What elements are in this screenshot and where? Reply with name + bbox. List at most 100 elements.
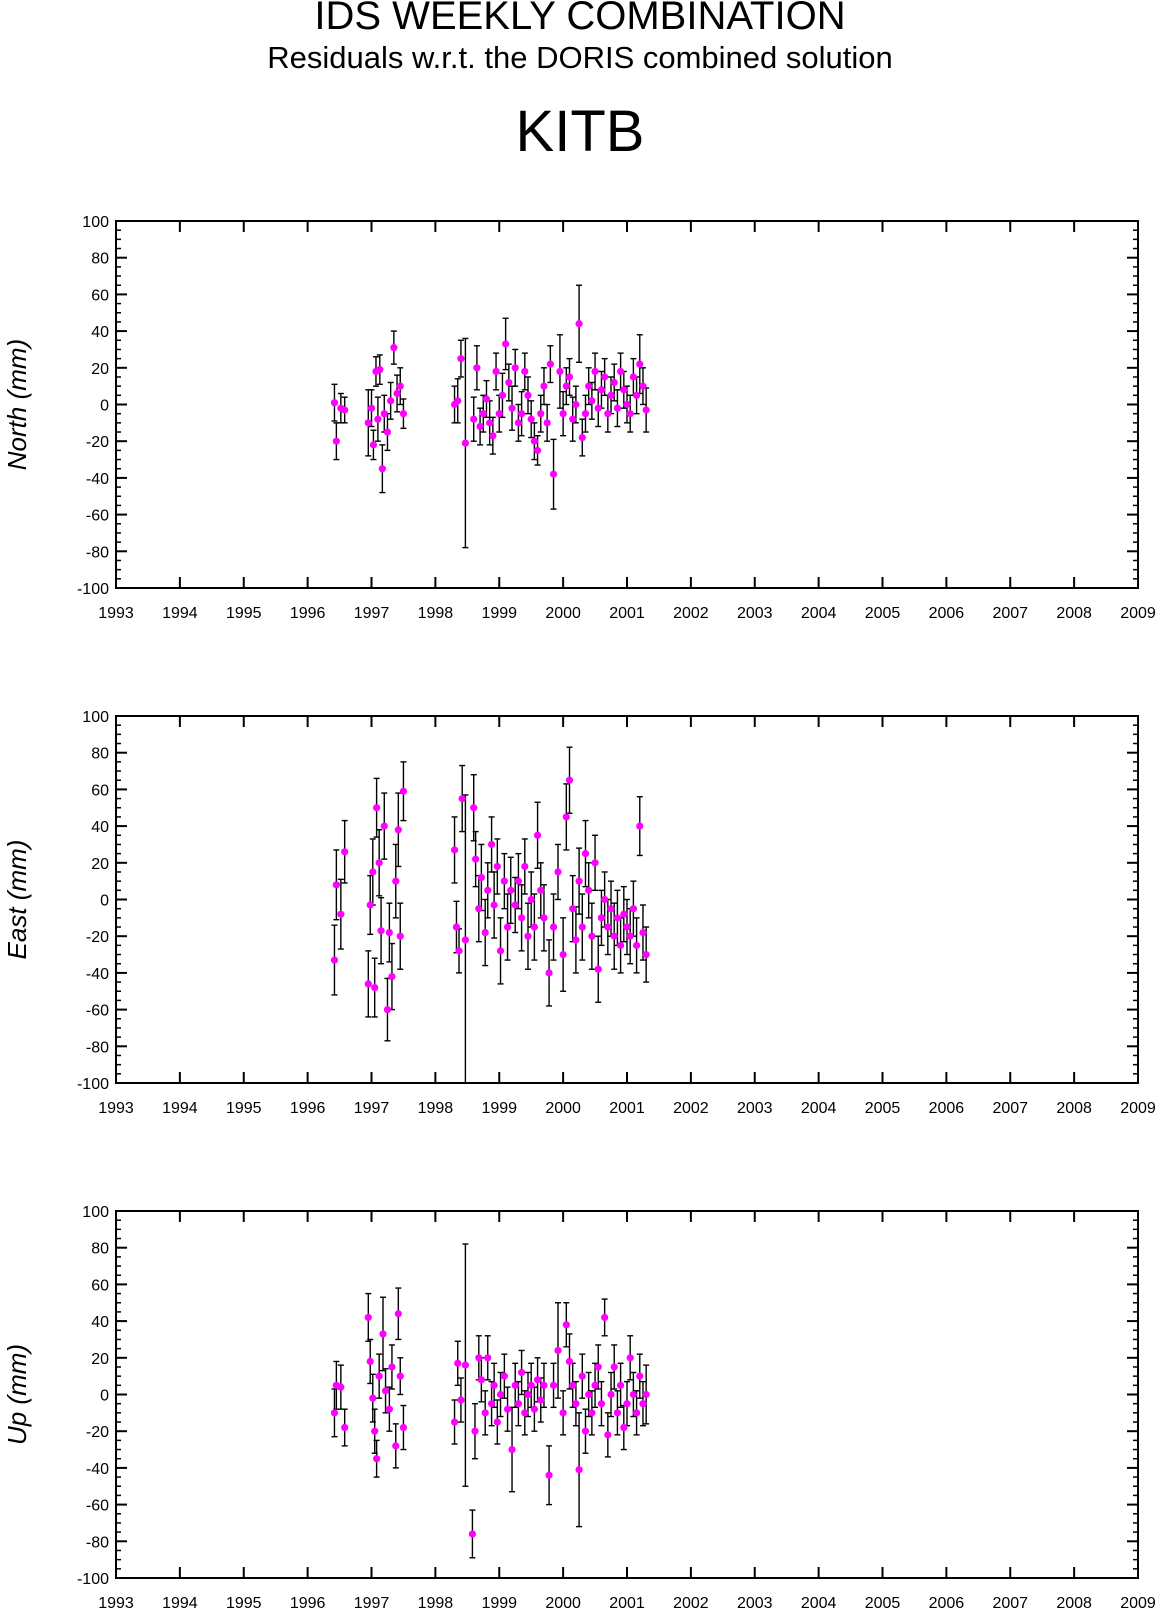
- data-point: [475, 905, 483, 913]
- data-point: [371, 1427, 379, 1435]
- data-point: [632, 1409, 641, 1417]
- x-tick-label: 2007: [992, 1100, 1028, 1117]
- data-point: [610, 932, 618, 940]
- data-point: [396, 1372, 404, 1380]
- data-point: [527, 1381, 535, 1389]
- data-point: [604, 923, 612, 931]
- x-tick-label: 2005: [865, 1100, 901, 1117]
- data-points: [330, 776, 650, 1014]
- data-point: [482, 395, 491, 403]
- x-tick-label: 2003: [737, 1595, 773, 1612]
- data-point: [503, 923, 512, 931]
- data-point: [452, 923, 461, 931]
- data-point: [450, 1418, 459, 1426]
- data-point: [537, 886, 545, 894]
- y-tick-label: -40: [86, 966, 109, 983]
- data-point: [585, 886, 593, 894]
- data-point: [500, 877, 508, 885]
- data-point: [527, 415, 535, 423]
- x-tick-label: 1996: [290, 605, 326, 622]
- data-point: [390, 344, 398, 352]
- data-point: [549, 470, 558, 478]
- data-point: [399, 410, 408, 418]
- data-point: [575, 877, 583, 885]
- data-point: [377, 927, 385, 935]
- data-point: [617, 1381, 625, 1389]
- x-tick-label: 2005: [865, 605, 901, 622]
- data-point: [585, 1390, 593, 1399]
- data-point: [394, 826, 402, 834]
- x-tick-label: 2001: [609, 1100, 645, 1117]
- data-point: [572, 1400, 580, 1408]
- data-point: [588, 1409, 596, 1417]
- data-point: [559, 950, 567, 959]
- data-point: [521, 862, 529, 871]
- y-tick-label: -100: [77, 581, 109, 598]
- x-tick-label: 2000: [545, 605, 581, 622]
- y-tick-label: 80: [91, 746, 109, 763]
- data-point: [604, 410, 612, 418]
- data-point: [518, 914, 526, 922]
- data-point: [518, 410, 526, 418]
- data-point: [588, 397, 596, 405]
- x-tick-label: 2003: [737, 605, 773, 622]
- data-point: [578, 433, 586, 442]
- data-point: [493, 862, 501, 871]
- data-point: [458, 794, 466, 803]
- data-point: [620, 386, 628, 394]
- data-point: [369, 441, 378, 449]
- data-point: [330, 956, 339, 964]
- y-tick-label: 0: [100, 893, 109, 910]
- data-point: [549, 923, 558, 931]
- data-point: [392, 1442, 400, 1450]
- data-point: [543, 419, 551, 427]
- data-point: [610, 378, 618, 387]
- y-axis-label: East (mm): [2, 840, 32, 960]
- data-point: [545, 969, 553, 977]
- data-point: [379, 1330, 387, 1338]
- data-point: [559, 1409, 567, 1417]
- data-point: [461, 1361, 469, 1369]
- data-point: [585, 382, 593, 390]
- x-tick-label: 1999: [481, 1100, 517, 1117]
- x-tick-label: 1996: [290, 1100, 326, 1117]
- data-point: [470, 415, 478, 423]
- x-tick-label: 2000: [545, 1100, 581, 1117]
- data-point: [537, 1396, 545, 1404]
- data-point: [632, 391, 641, 399]
- data-point: [493, 1418, 501, 1426]
- y-tick-label: 20: [91, 856, 109, 873]
- data-point: [455, 947, 463, 955]
- data-point: [524, 1390, 532, 1399]
- x-tick-label: 2005: [865, 1595, 901, 1612]
- data-point: [492, 367, 500, 376]
- data-point: [468, 1530, 477, 1538]
- data-point: [613, 404, 622, 412]
- x-tick-label: 1999: [481, 605, 517, 622]
- data-point: [388, 1363, 396, 1371]
- data-point: [540, 914, 548, 922]
- data-point: [508, 404, 516, 412]
- data-point: [604, 1431, 612, 1439]
- data-point: [396, 382, 404, 390]
- data-point: [461, 439, 469, 447]
- data-point: [565, 373, 574, 381]
- data-point: [620, 910, 628, 918]
- x-tick-label: 2004: [801, 1595, 837, 1612]
- data-point: [607, 905, 615, 913]
- data-point: [496, 947, 505, 955]
- x-tick-label: 2003: [737, 1100, 773, 1117]
- y-tick-label: -100: [77, 1571, 109, 1588]
- data-point: [642, 950, 650, 959]
- x-tick-label: 2000: [545, 1595, 581, 1612]
- data-point: [461, 936, 469, 944]
- data-point: [380, 822, 388, 830]
- data-point: [601, 1313, 609, 1322]
- data-point: [537, 410, 545, 418]
- data-point: [454, 1359, 462, 1367]
- data-point: [332, 437, 340, 445]
- data-point: [511, 1381, 519, 1389]
- data-point: [385, 928, 393, 937]
- data-point: [565, 776, 574, 784]
- data-point: [364, 980, 372, 988]
